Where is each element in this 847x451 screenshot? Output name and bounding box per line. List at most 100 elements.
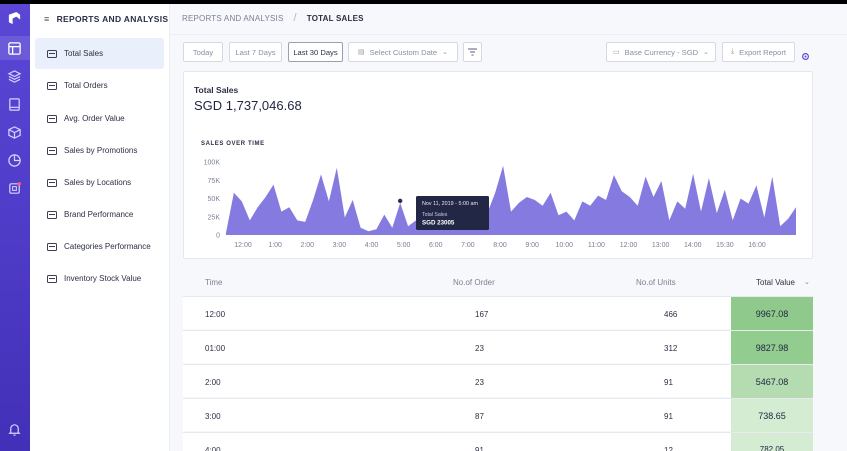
summary-amount: SGD 1,737,046.68 — [194, 98, 302, 113]
x-tick-label: 9:00 — [525, 242, 539, 249]
breadcrumb: REPORTS AND ANALYSIS / TOTAL SALES — [182, 12, 364, 24]
today-button[interactable]: Today — [183, 42, 223, 62]
header-units[interactable]: No.of Units — [636, 278, 676, 287]
cell-time: 4:00 — [205, 446, 221, 451]
report-icon — [47, 81, 57, 90]
sidebar-item-avg-order-value[interactable]: Avg. Order Value — [35, 103, 164, 134]
rail-active-indicator — [0, 36, 30, 60]
menu-icon[interactable]: ≡ — [44, 14, 50, 24]
sort-chevron-icon[interactable]: ⌄ — [804, 279, 810, 286]
bell-icon[interactable] — [7, 422, 22, 437]
export-label: Export Report — [739, 47, 786, 57]
sales-area-series[interactable] — [226, 165, 796, 235]
tooltip-value: SGD 23005 — [422, 220, 455, 227]
y-tick-label: 75K — [208, 178, 221, 185]
table-header: Time No.of Order No.of Units Total Value… — [183, 272, 813, 294]
x-tick-label: 15:30 — [716, 242, 734, 249]
report-icon — [47, 49, 57, 58]
sales-chart-card: Total Sales SGD 1,737,046.68 SALES OVER … — [183, 71, 813, 259]
x-tick-label: 11:00 — [588, 242, 605, 249]
cell-orders: 91 — [475, 446, 484, 451]
filter-icon — [468, 48, 477, 56]
cell-time: 01:00 — [205, 344, 226, 353]
custom-date-select[interactable]: ▤ Select Custom Date ⌄ — [348, 42, 458, 62]
cell-orders: 23 — [475, 378, 484, 387]
report-icon — [47, 178, 57, 187]
cell-orders: 87 — [475, 412, 484, 421]
reports-icon[interactable] — [7, 41, 22, 56]
sidebar-item-label: Total Orders — [64, 81, 108, 90]
tooltip-date: Nov 11, 2019 - 5:00 am — [422, 201, 478, 207]
header-orders[interactable]: No.of Order — [453, 278, 495, 287]
sidebar: ≡ REPORTS AND ANALYSIS Total Sales Total… — [30, 4, 170, 451]
x-tick-label: 8:00 — [493, 242, 507, 249]
table-row[interactable]: 12:00 167 466 9967.08 — [183, 296, 813, 330]
breadcrumb-current: TOTAL SALES — [306, 13, 364, 23]
book-icon[interactable] — [7, 97, 22, 112]
cell-time: 2:00 — [205, 378, 221, 387]
report-icon — [47, 114, 57, 123]
cell-time: 12:00 — [205, 310, 226, 319]
x-tick-label: 4:00 — [365, 242, 379, 249]
x-tick-label: 1:00 — [268, 242, 282, 249]
sidebar-item-label: Sales by Promotions — [64, 146, 138, 155]
sidebar-item-label: Inventory Stock Value — [64, 274, 142, 283]
tooltip-label: Total Sales — [422, 212, 448, 218]
table-row[interactable]: 2:00 23 91 5467.08 — [183, 364, 813, 398]
y-tick-label: 25K — [208, 214, 221, 221]
header-value[interactable]: Total Value — [756, 278, 795, 287]
tooltip-box — [416, 196, 489, 230]
table-row[interactable]: 01:00 23 312 9827.98 — [183, 330, 813, 364]
last-7-days-button[interactable]: Last 7 Days — [229, 42, 282, 62]
table-row[interactable]: 4:00 91 12 782.05 — [183, 432, 813, 451]
currency-icon: ▭ — [613, 49, 620, 56]
sidebar-item-sales-by-promotions[interactable]: Sales by Promotions — [35, 135, 164, 166]
last-30-days-button[interactable]: Last 30 Days — [288, 42, 343, 62]
tooltip-point — [397, 198, 403, 204]
settings-gear-icon[interactable] — [801, 48, 810, 60]
sidebar-item-categories-performance[interactable]: Categories Performance — [35, 231, 164, 262]
layers-icon[interactable] — [7, 69, 22, 84]
cell-total-value: 5467.08 — [731, 365, 813, 398]
x-tick-label: 3:00 — [333, 242, 347, 249]
export-report-button[interactable]: ⤓ Export Report — [722, 42, 795, 62]
table-row[interactable]: 3:00 87 91 738.65 — [183, 398, 813, 432]
report-icon — [47, 242, 57, 251]
breadcrumb-parent[interactable]: REPORTS AND ANALYSIS — [182, 13, 284, 23]
x-tick-label: 5:00 — [397, 242, 411, 249]
sidebar-item-label: Avg. Order Value — [64, 114, 125, 123]
currency-select[interactable]: ▭ Base Currency - SGD ⌄ — [606, 42, 716, 62]
y-tick-label: 0 — [216, 233, 220, 240]
header-time[interactable]: Time — [205, 278, 223, 287]
x-tick-label: 6:00 — [429, 242, 443, 249]
cell-units: 12 — [664, 446, 673, 451]
report-icon — [47, 210, 57, 219]
sidebar-item-total-orders[interactable]: Total Orders — [35, 70, 164, 101]
sidebar-item-brand-performance[interactable]: Brand Performance — [35, 199, 164, 230]
sidebar-item-total-sales[interactable]: Total Sales — [35, 38, 164, 69]
sidebar-item-sales-by-locations[interactable]: Sales by Locations — [35, 167, 164, 198]
sidebar-title-text: REPORTS AND ANALYSIS — [56, 14, 169, 24]
filter-button[interactable] — [463, 42, 482, 62]
sidebar-title: ≡ REPORTS AND ANALYSIS — [44, 14, 168, 24]
box-icon[interactable] — [7, 125, 22, 140]
cell-total-value: 782.05 — [731, 433, 813, 451]
app-frame: ≡ REPORTS AND ANALYSIS Total Sales Total… — [0, 4, 847, 451]
chevron-down-icon: ⌄ — [703, 49, 709, 56]
pie-chart-icon[interactable] — [7, 153, 22, 168]
x-tick-label: 12:00 — [620, 242, 638, 249]
cell-total-value: 9827.98 — [731, 331, 813, 364]
sales-over-time-chart[interactable]: 0 25K 50K 75K 100K 12:00 1:00 2:00 3:00 4:00 5:00 6… — [184, 72, 814, 260]
cell-units: 466 — [664, 310, 678, 319]
x-tick-label: 10:00 — [555, 242, 573, 249]
cell-units: 91 — [664, 412, 673, 421]
sidebar-item-inventory-stock-value[interactable]: Inventory Stock Value — [35, 263, 164, 294]
integration-icon[interactable] — [7, 181, 22, 196]
cell-units: 312 — [664, 344, 678, 353]
download-icon: ⤓ — [731, 48, 735, 55]
sidebar-item-label: Sales by Locations — [64, 178, 132, 187]
x-tick-label: 16:00 — [748, 242, 766, 249]
y-tick-label: 50K — [208, 196, 221, 203]
logo-icon[interactable] — [7, 11, 22, 26]
cell-units: 91 — [664, 378, 673, 387]
